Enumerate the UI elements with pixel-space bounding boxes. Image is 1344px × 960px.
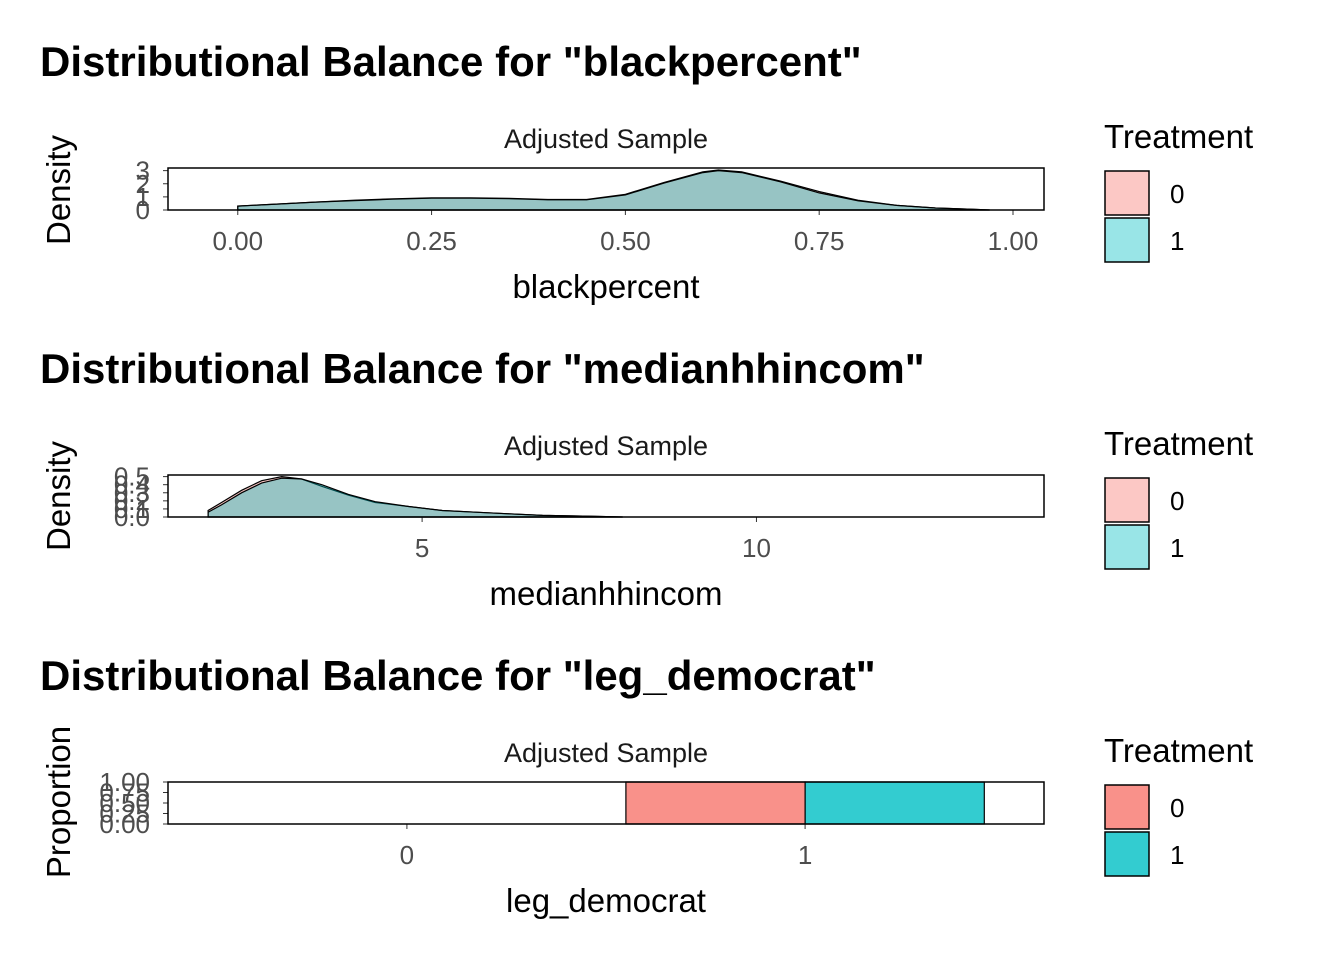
y-tick-label: 0.5 [114,462,150,492]
x-axis-label: leg_democrat [506,882,706,919]
panel-leg-democrat: Distributional Balance for "leg_democrat… [40,652,1253,919]
x-tick-label: 5 [415,533,429,563]
y-axis-label: Proportion [40,726,77,878]
y-tick-label: 0.1 [114,494,150,524]
y-axis-label: Density [40,440,77,551]
legend-label: 1 [1170,533,1184,563]
y-tick-label: 0.25 [99,799,150,829]
y-tick-label: 0 [136,195,150,225]
y-tick-label: 2 [136,169,150,199]
chart-title: Distributional Balance for "medianhhinco… [40,345,925,392]
legend-label: 0 [1170,486,1184,516]
legend-key-0 [1104,477,1150,523]
x-tick-label: 0.75 [794,226,845,256]
x-tick-label: 0.25 [406,226,457,256]
bar-1-series-1 [804,781,985,825]
x-tick-label: 0 [400,840,414,870]
facet-label: Adjusted Sample [504,124,708,154]
y-axis-label: Density [40,134,77,245]
y-tick-label: 0.2 [114,486,150,516]
legend-key-1 [1104,217,1150,263]
y-tick-label: 0.4 [114,470,150,500]
legend-key-1 [1104,831,1150,877]
y-tick-label: 0.0 [114,502,150,532]
x-tick-label: 1 [798,840,812,870]
plot-area: 0.00.10.20.30.40.5 5 10 Treatment 0 1 [114,425,1253,570]
x-tick-label: 10 [742,533,771,563]
legend-label: 0 [1170,793,1184,823]
legend-title: Treatment [1104,425,1253,462]
legend-label: 0 [1170,179,1184,209]
y-tick-label: 3 [136,156,150,186]
x-tick-label: 1.00 [988,226,1039,256]
legend-title: Treatment [1104,732,1253,769]
facet-label: Adjusted Sample [504,431,708,461]
panel-medianhhincom: Distributional Balance for "medianhhinco… [40,345,1253,612]
x-tick-label: 0.50 [600,226,651,256]
panel-border [167,474,1045,518]
x-tick-label: 0.00 [212,226,263,256]
x-axis-label: blackpercent [512,268,699,305]
y-tick-label: 0.00 [99,809,150,839]
plot-area: 0.000.250.500.751.00 0 1 Treatment 0 1 [99,732,1253,877]
legend-label: 1 [1170,226,1184,256]
y-tick-label: 1 [136,182,150,212]
facet-label: Adjusted Sample [504,738,708,768]
panel-border [167,167,1045,211]
legend-key-1 [1104,524,1150,570]
chart-title: Distributional Balance for "blackpercent… [40,38,862,85]
y-tick-label: 0.75 [99,778,150,808]
legend-title: Treatment [1104,118,1253,155]
panel-blackpercent: Distributional Balance for "blackpercent… [40,38,1253,305]
density-series-1 [237,169,990,211]
legend-key-0 [1104,170,1150,216]
legend-key-0 [1104,784,1150,830]
x-axis-label: medianhhincom [490,575,723,612]
panel-border [167,781,1045,825]
density-series-1 [207,477,623,518]
legend-label: 1 [1170,840,1184,870]
y-tick-label: 0.50 [99,788,150,818]
y-tick-label: 1.00 [99,767,150,797]
y-tick-label: 0.3 [114,478,150,508]
bar-1-series-0 [625,781,806,825]
chart-title: Distributional Balance for "leg_democrat… [40,652,876,699]
